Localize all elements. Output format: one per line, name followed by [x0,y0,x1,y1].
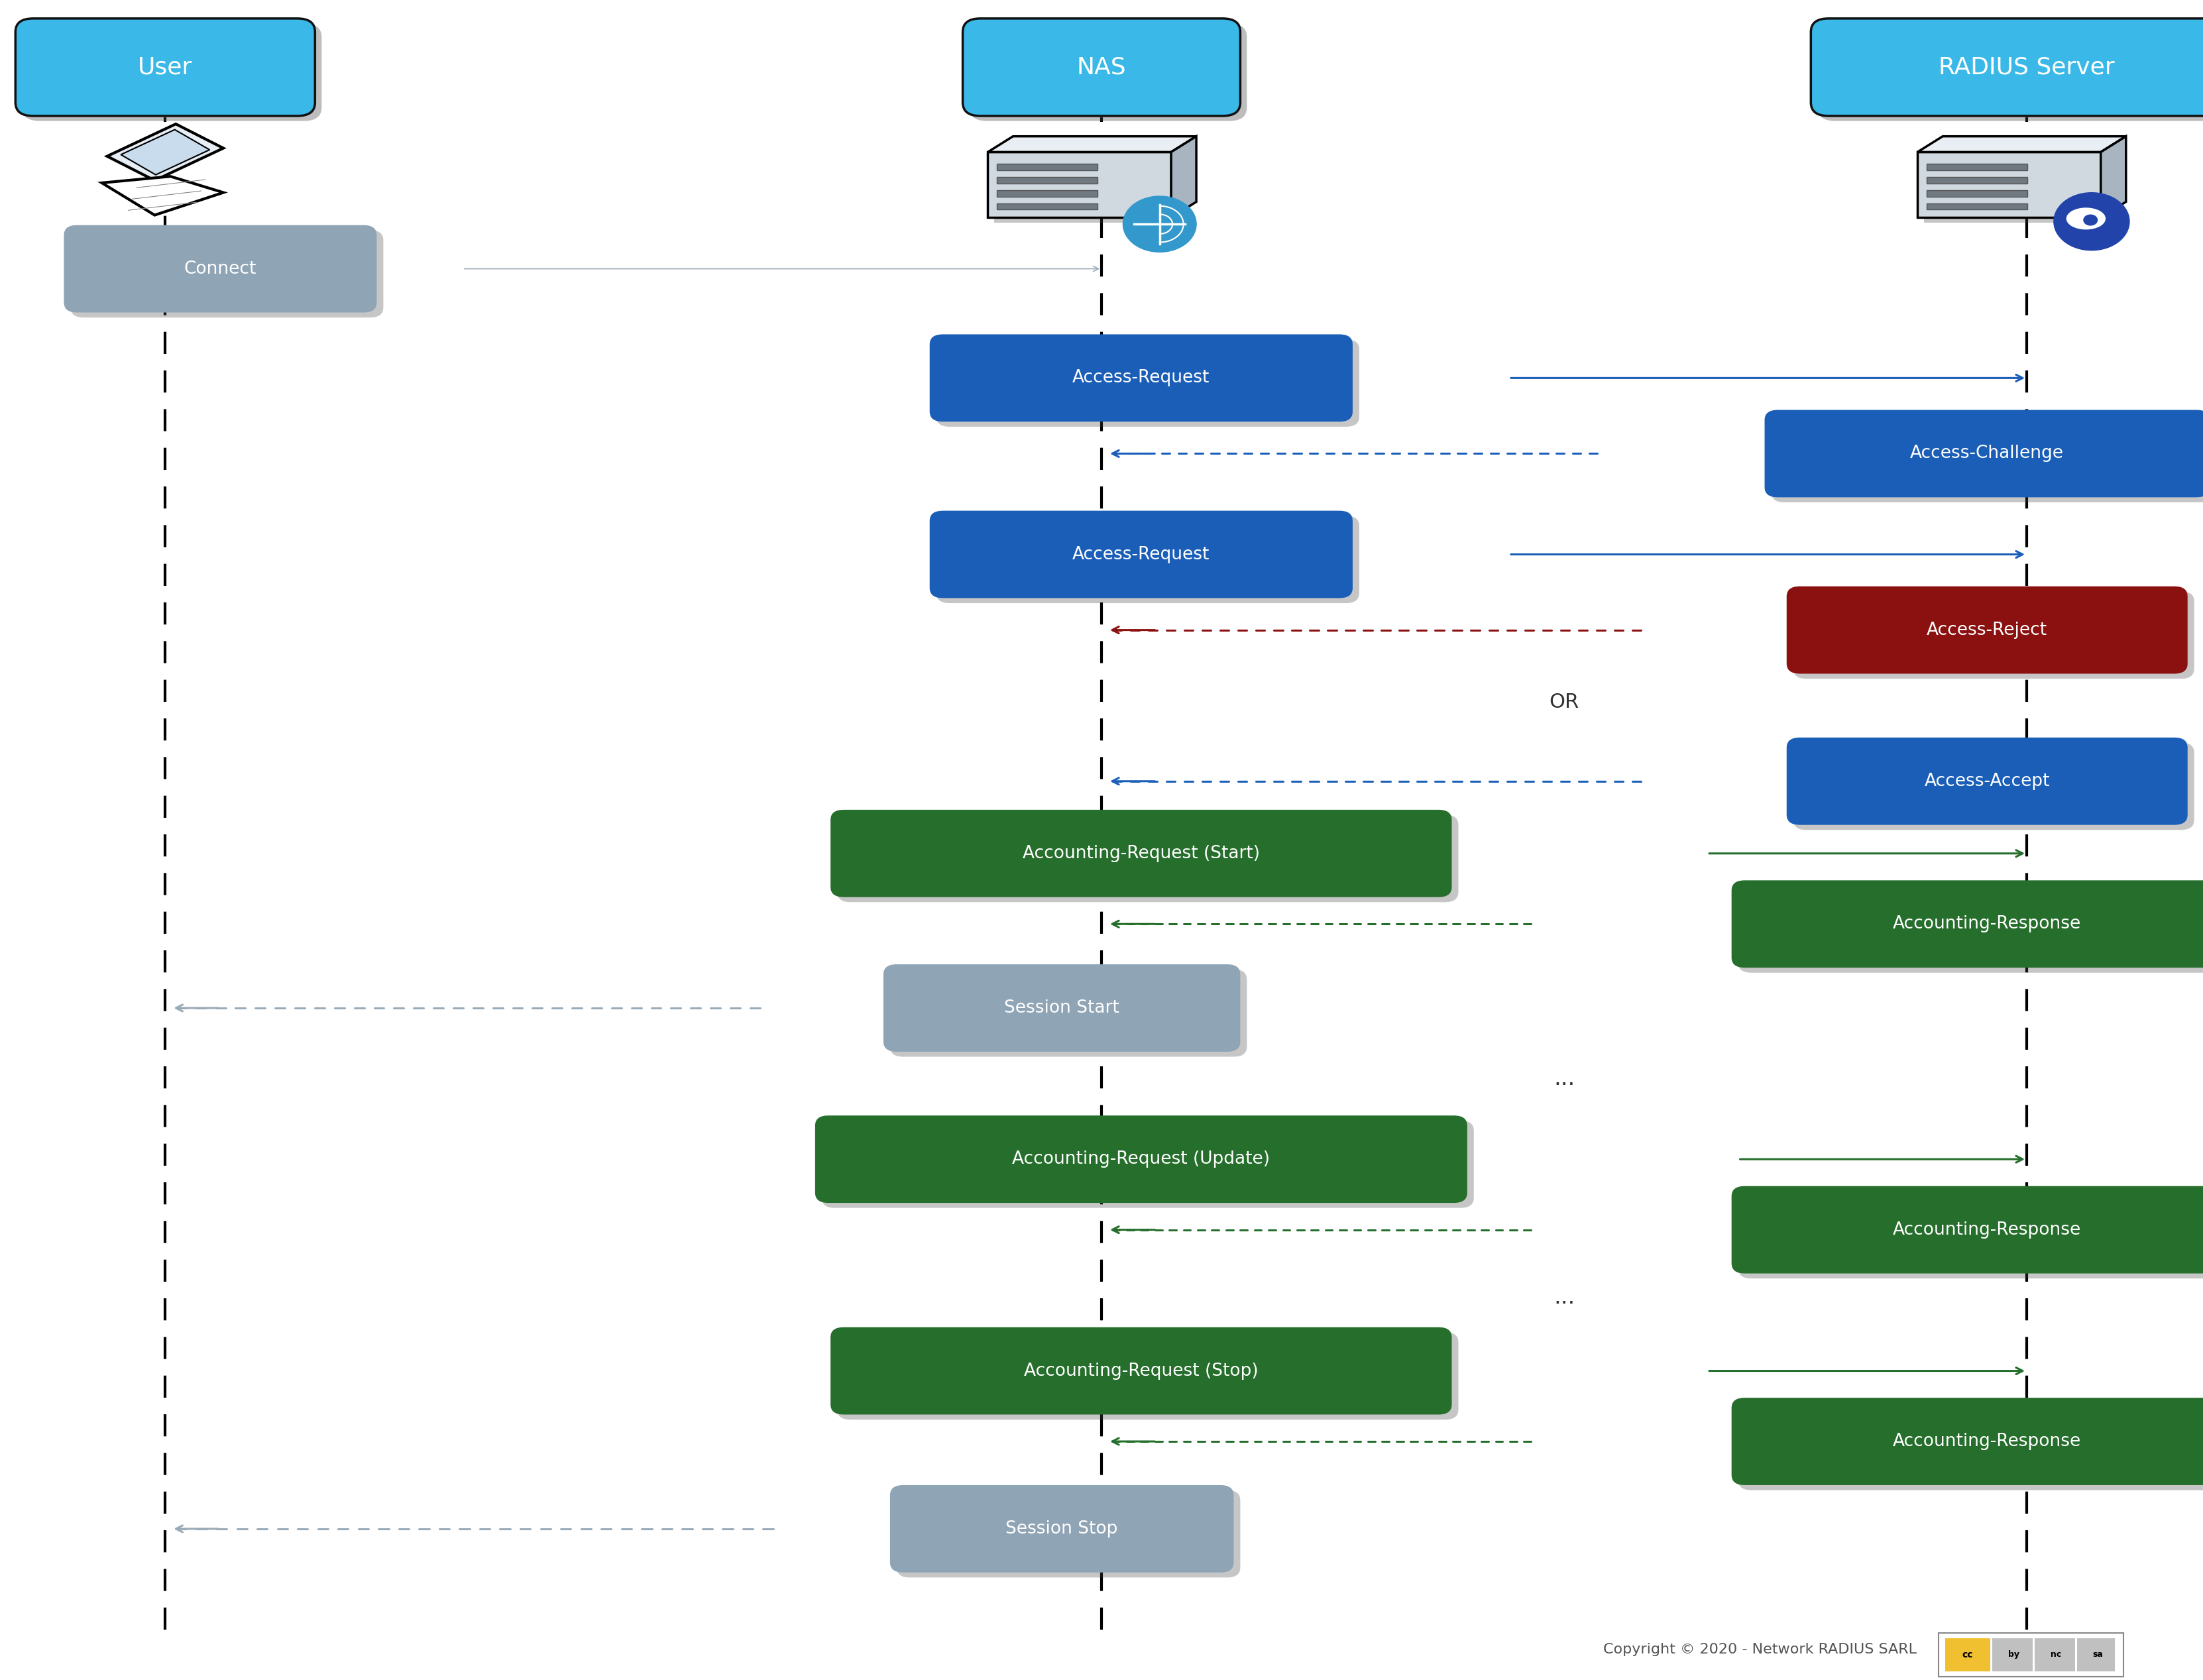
Polygon shape [108,124,223,180]
Polygon shape [2102,136,2126,217]
FancyBboxPatch shape [1793,591,2194,679]
FancyBboxPatch shape [930,511,1353,598]
FancyBboxPatch shape [1811,18,2203,116]
Text: Accounting-Response: Accounting-Response [1892,916,2082,932]
FancyBboxPatch shape [1738,885,2203,973]
FancyBboxPatch shape [1992,1638,2033,1672]
Text: Accounting-Response: Accounting-Response [1892,1433,2082,1450]
Text: Accounting-Response: Accounting-Response [1892,1221,2082,1238]
FancyBboxPatch shape [936,339,1359,427]
FancyBboxPatch shape [831,810,1452,897]
Text: NAS: NAS [1077,55,1126,79]
FancyBboxPatch shape [963,18,1240,116]
Text: cc: cc [1963,1650,1974,1660]
Circle shape [2053,193,2130,250]
FancyBboxPatch shape [1939,1633,2124,1677]
FancyBboxPatch shape [998,190,1097,197]
FancyBboxPatch shape [897,1490,1240,1578]
FancyBboxPatch shape [890,1485,1234,1572]
Text: Accounting-Request (Start): Accounting-Request (Start) [1022,845,1260,862]
FancyBboxPatch shape [883,964,1240,1052]
Polygon shape [1917,136,2126,151]
FancyBboxPatch shape [936,516,1359,603]
Text: RADIUS Server: RADIUS Server [1939,55,2115,79]
Ellipse shape [2066,208,2106,230]
FancyBboxPatch shape [890,969,1247,1057]
Text: Session Stop: Session Stop [1007,1520,1117,1537]
FancyBboxPatch shape [987,151,1172,217]
FancyBboxPatch shape [1817,24,2203,121]
Text: Copyright © 2020 - Network RADIUS SARL: Copyright © 2020 - Network RADIUS SARL [1604,1643,1917,1656]
FancyBboxPatch shape [22,24,322,121]
Text: Accounting-Request (Stop): Accounting-Request (Stop) [1024,1362,1258,1379]
FancyBboxPatch shape [998,203,1097,210]
FancyBboxPatch shape [1928,203,2027,210]
Circle shape [2084,215,2097,225]
Text: User: User [139,55,192,79]
Polygon shape [121,129,209,175]
FancyBboxPatch shape [1928,190,2027,197]
FancyBboxPatch shape [70,230,383,318]
Text: Access-Accept: Access-Accept [1923,773,2051,790]
FancyBboxPatch shape [930,334,1353,422]
FancyBboxPatch shape [815,1116,1467,1203]
Text: Accounting-Request (Update): Accounting-Request (Update) [1011,1151,1271,1168]
FancyBboxPatch shape [1945,1638,1989,1672]
FancyBboxPatch shape [1771,415,2203,502]
Text: Access-Request: Access-Request [1073,546,1209,563]
FancyBboxPatch shape [1923,156,2108,222]
Text: OR: OR [1549,692,1580,712]
FancyBboxPatch shape [15,18,315,116]
FancyBboxPatch shape [2077,1638,2115,1672]
FancyBboxPatch shape [831,1327,1452,1415]
FancyBboxPatch shape [1732,1398,2203,1485]
FancyBboxPatch shape [1787,586,2188,674]
FancyBboxPatch shape [2036,1638,2075,1672]
Text: ...: ... [1553,1285,1575,1309]
Text: Session Start: Session Start [1005,1000,1119,1016]
Polygon shape [987,136,1196,151]
Text: Access-Request: Access-Request [1073,370,1209,386]
FancyBboxPatch shape [64,225,377,312]
FancyBboxPatch shape [1732,880,2203,968]
FancyBboxPatch shape [1787,738,2188,825]
Text: Access-Reject: Access-Reject [1928,622,2047,638]
FancyBboxPatch shape [1793,743,2194,830]
FancyBboxPatch shape [1928,176,2027,183]
Polygon shape [1172,136,1196,217]
FancyBboxPatch shape [1928,165,2027,170]
Text: Connect: Connect [185,260,256,277]
Polygon shape [101,176,223,215]
Text: ...: ... [1553,1067,1575,1090]
FancyBboxPatch shape [1738,1403,2203,1490]
FancyBboxPatch shape [837,1332,1458,1420]
FancyBboxPatch shape [998,165,1097,170]
FancyBboxPatch shape [969,24,1247,121]
FancyBboxPatch shape [837,815,1458,902]
Text: Access-Challenge: Access-Challenge [1910,445,2064,462]
Text: sa: sa [2093,1650,2104,1660]
FancyBboxPatch shape [1765,410,2203,497]
FancyBboxPatch shape [1732,1186,2203,1273]
FancyBboxPatch shape [994,156,1179,222]
Text: nc: nc [2051,1650,2062,1660]
Text: by: by [2007,1650,2020,1660]
FancyBboxPatch shape [822,1121,1474,1208]
FancyBboxPatch shape [1738,1191,2203,1278]
Circle shape [1124,197,1196,252]
FancyBboxPatch shape [1917,151,2102,217]
FancyBboxPatch shape [998,176,1097,183]
